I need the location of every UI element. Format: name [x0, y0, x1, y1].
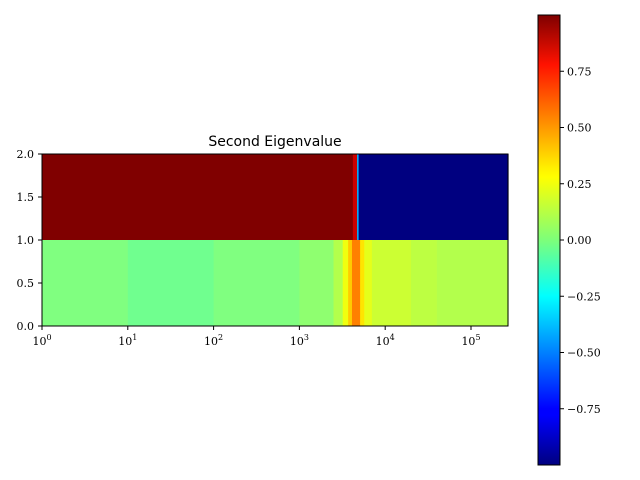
heatmap-cell — [358, 154, 509, 240]
colorbar-tick-label: 0.50 — [567, 122, 592, 135]
heatmap-cell — [127, 240, 215, 326]
colorbar-tick-label: −0.25 — [567, 290, 601, 303]
y-tick-label: 1.0 — [17, 234, 35, 247]
y-tick-label: 2.0 — [17, 148, 35, 161]
heatmap-cell — [360, 240, 365, 326]
heatmap-cell — [371, 240, 412, 326]
heatmap-cell — [42, 154, 354, 240]
heatmap-cells — [42, 154, 509, 326]
chart-title: Second Eigenvalue — [208, 134, 341, 150]
heatmap-cell — [42, 240, 129, 326]
heatmap-cell — [351, 240, 361, 326]
colorbar-tick-label: 0.75 — [567, 65, 592, 78]
x-tick-label: 102 — [204, 333, 223, 348]
heatmap-cell — [411, 240, 438, 326]
colorbar-tick-label: 0.25 — [567, 178, 592, 191]
colorbar-tick-label: −0.75 — [567, 403, 601, 416]
colorbar — [537, 14, 561, 466]
heatmap-cell — [333, 240, 344, 326]
colorbar-tick-label: 0.00 — [567, 234, 592, 247]
x-tick-label: 104 — [376, 333, 395, 348]
heatmap-cell — [348, 240, 353, 326]
heatmap-cell — [342, 240, 349, 326]
heatmap-cell — [357, 154, 360, 240]
y-tick-label: 0.5 — [17, 277, 35, 290]
colorbar-tick-label: −0.50 — [567, 347, 601, 360]
x-tick-label: 101 — [118, 333, 137, 348]
y-tick-label: 1.5 — [17, 191, 35, 204]
heatmap-cell — [364, 240, 373, 326]
colorbar-axis: 0.75 0.50 0.25 0.00 −0.25 −0.50 −0.75 — [560, 65, 601, 416]
x-tick-label: 105 — [461, 333, 480, 348]
heatmap-cell — [213, 240, 300, 326]
x-axis: 100 101 102 103 104 105 — [32, 326, 481, 348]
x-tick-label: 100 — [32, 333, 51, 348]
x-tick-label: 103 — [290, 333, 309, 348]
heatmap-cell — [352, 154, 358, 240]
y-tick-label: 0.0 — [17, 320, 35, 333]
y-axis: 0.0 0.5 1.0 1.5 2.0 — [17, 148, 42, 333]
heatmap-cell — [299, 240, 335, 326]
heatmap-cell — [436, 240, 509, 326]
